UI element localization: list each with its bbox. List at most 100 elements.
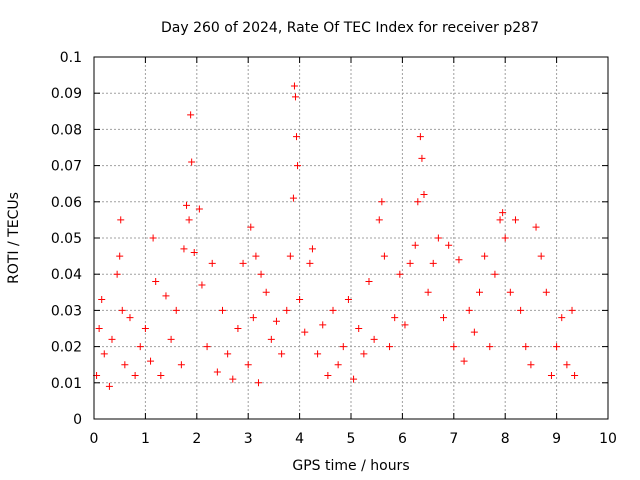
data-point	[177, 361, 185, 369]
y-tick-label: 0.01	[51, 376, 82, 392]
data-point	[278, 350, 286, 358]
x-tick-label: 6	[398, 431, 407, 447]
data-point	[319, 321, 327, 329]
y-tick-label: 0.08	[51, 122, 82, 138]
data-point	[450, 343, 458, 351]
data-point	[289, 194, 297, 202]
data-point	[460, 357, 468, 365]
y-tick-label: 0.04	[51, 267, 82, 283]
data-point	[296, 296, 304, 304]
data-point	[553, 343, 561, 351]
data-point	[157, 372, 165, 380]
data-point	[185, 216, 193, 224]
data-point	[386, 343, 394, 351]
data-point	[511, 216, 519, 224]
data-point	[147, 357, 155, 365]
data-point	[301, 328, 309, 336]
data-point	[239, 259, 247, 267]
data-point	[272, 317, 280, 325]
data-point	[547, 372, 555, 380]
data-point	[257, 270, 265, 278]
data-point	[172, 306, 180, 314]
data-point	[244, 361, 252, 369]
data-point	[370, 335, 378, 343]
data-point	[355, 325, 363, 332]
data-point	[183, 201, 191, 209]
data-point	[190, 248, 198, 256]
data-point	[522, 343, 530, 351]
data-point	[365, 277, 373, 285]
data-point	[252, 252, 260, 260]
data-point	[506, 288, 514, 296]
data-point	[249, 314, 257, 322]
data-point	[558, 314, 566, 322]
data-point	[481, 252, 489, 260]
data-point	[188, 158, 196, 166]
x-tick-label: 5	[347, 431, 356, 447]
data-point	[162, 292, 170, 300]
y-tick-label: 0.07	[51, 159, 82, 175]
data-point	[152, 277, 160, 285]
data-point	[198, 281, 206, 289]
y-tick-label: 0.05	[51, 231, 82, 247]
data-point	[375, 216, 383, 224]
data-point	[445, 241, 453, 249]
data-point	[293, 133, 301, 141]
y-tick-label: 0.1	[60, 50, 82, 66]
plot-frame	[93, 56, 609, 420]
data-point	[350, 375, 358, 383]
x-tick-label: 9	[552, 431, 561, 447]
data-point	[219, 306, 226, 314]
data-point	[105, 382, 113, 390]
data-point	[501, 234, 509, 242]
data-point	[195, 205, 203, 213]
data-point	[411, 241, 419, 249]
y-tick-label: 0.06	[51, 195, 82, 211]
data-point	[414, 198, 422, 206]
data-point	[118, 306, 126, 314]
data-point	[420, 191, 428, 199]
data-point	[254, 379, 262, 387]
data-point	[496, 216, 504, 224]
data-point	[434, 234, 442, 242]
x-tick-label: 10	[599, 431, 617, 447]
data-point	[527, 361, 535, 369]
y-tick-label: 0.09	[51, 86, 82, 102]
data-point	[571, 372, 579, 380]
data-point	[116, 252, 124, 260]
data-point	[308, 245, 316, 253]
data-point	[314, 350, 322, 358]
data-point	[339, 343, 347, 351]
data-point	[329, 306, 337, 314]
data-point	[429, 259, 437, 267]
data-point	[470, 328, 478, 336]
data-point	[465, 306, 473, 314]
data-point	[396, 270, 404, 278]
data-point	[291, 93, 299, 101]
data-point	[247, 223, 255, 231]
data-point	[208, 259, 216, 267]
data-point	[378, 198, 386, 206]
y-tick-label: 0	[73, 412, 82, 428]
x-tick-labels: 0 1 2 3 4 5 6 7 8 9 10	[90, 431, 617, 447]
data-point	[121, 361, 129, 369]
data-point	[149, 234, 157, 242]
data-point	[563, 361, 571, 369]
data-point	[380, 252, 388, 260]
data-point	[476, 288, 483, 296]
data-point	[424, 288, 432, 296]
data-point	[360, 350, 368, 358]
data-point	[234, 325, 242, 332]
data-point	[213, 368, 221, 376]
data-point	[167, 335, 175, 343]
data-point	[486, 343, 494, 351]
x-tick-label: 4	[295, 431, 304, 447]
data-point	[532, 223, 540, 231]
grid-lines	[93, 56, 609, 420]
data-point	[229, 375, 237, 383]
data-point	[568, 306, 576, 314]
x-tick-label: 3	[244, 431, 253, 447]
data-point	[455, 256, 463, 264]
data-point	[224, 350, 232, 358]
